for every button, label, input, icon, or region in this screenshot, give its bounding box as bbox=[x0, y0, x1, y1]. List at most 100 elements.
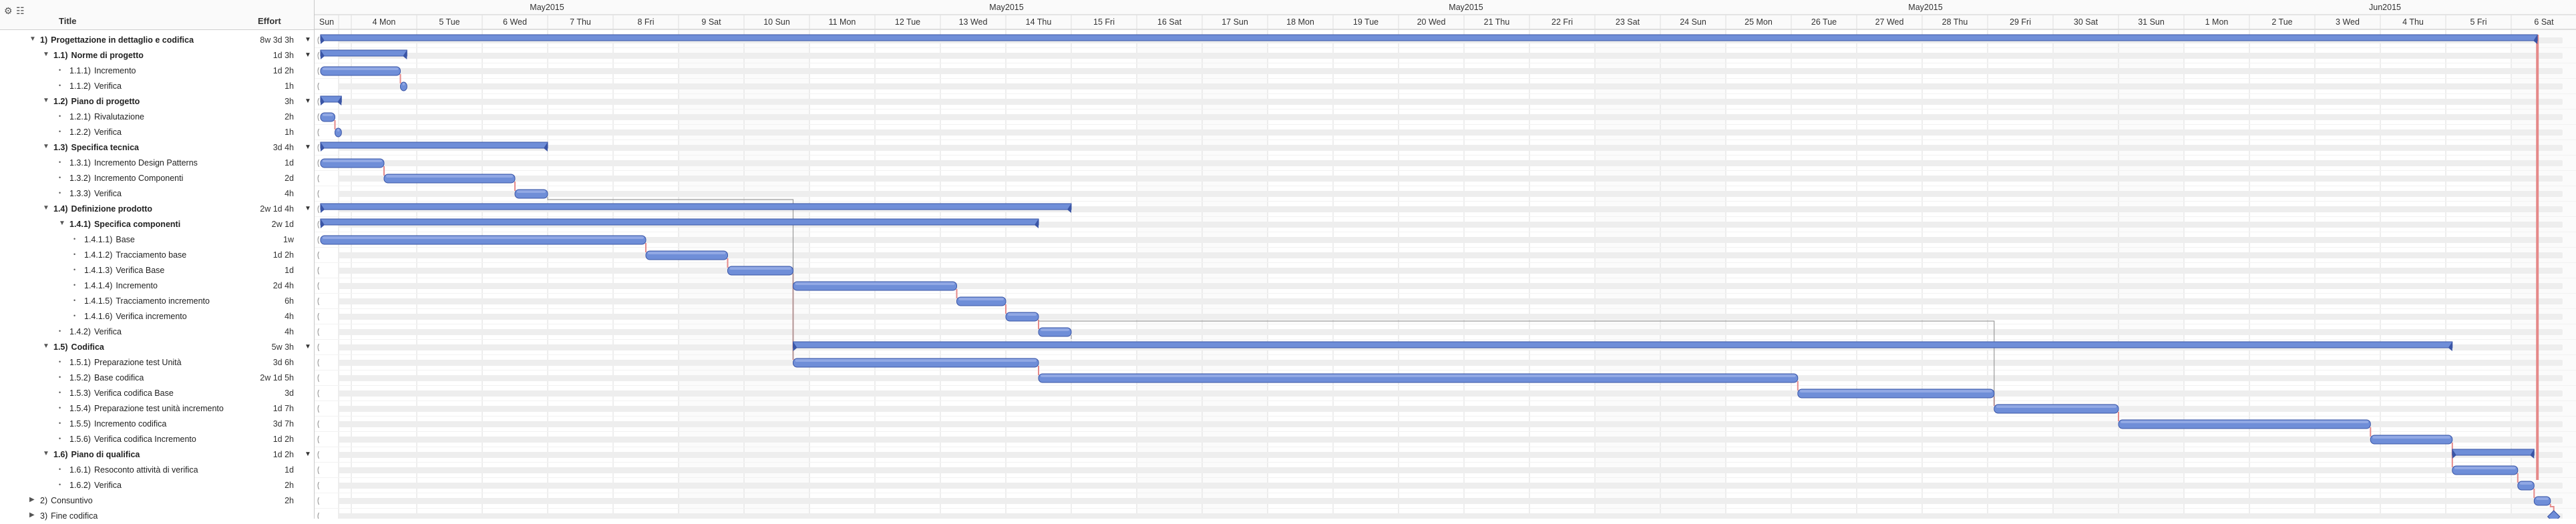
task-title: 1.4.1) Specifica componenti bbox=[69, 220, 180, 229]
day-label: 28 Thu bbox=[1942, 17, 1968, 27]
summary-bar[interactable] bbox=[320, 34, 2538, 41]
outline-row[interactable]: ▼ 1.5) Codifica 5w 3h ▼ bbox=[0, 340, 314, 355]
task-id: 1.3.1) bbox=[69, 158, 91, 168]
bullet-icon: • bbox=[59, 67, 61, 73]
task-effort: 6h bbox=[285, 296, 294, 306]
task-name: Base codifica bbox=[94, 373, 144, 382]
outline-row[interactable]: • 1.6.1) Resoconto attività di verifica 1d bbox=[0, 463, 314, 478]
outline-row[interactable]: • 1.3.1) Incremento Design Patterns 1d bbox=[0, 156, 314, 171]
disclosure-open-icon[interactable]: ▼ bbox=[43, 97, 49, 104]
disclosure-open-icon[interactable]: ▼ bbox=[43, 204, 49, 212]
row-action-icon[interactable]: ▼ bbox=[305, 144, 311, 151]
outline-row[interactable]: • 1.5.1) Preparazione test Unità 3d 6h bbox=[0, 355, 314, 370]
bullet-icon: • bbox=[59, 481, 61, 488]
outline-row[interactable]: • 1.5.6) Verifica codifica Incremento 1d 2h bbox=[0, 432, 314, 447]
summary-bar[interactable] bbox=[320, 49, 407, 57]
row-action-icon[interactable]: ▼ bbox=[305, 97, 311, 105]
task-bar-highlight bbox=[1799, 390, 1992, 392]
task-effort: 1d 7h bbox=[272, 404, 294, 413]
critical-path-line bbox=[2536, 35, 2539, 480]
row-start-bracket bbox=[317, 466, 319, 475]
outline-row[interactable]: ▼ 1.2) Piano di progetto 3h ▼ bbox=[0, 94, 314, 109]
title-column-header[interactable]: Title bbox=[59, 16, 77, 26]
outline-row[interactable]: • 1.4.1.5) Tracciamento incremento 6h bbox=[0, 294, 314, 309]
row-track bbox=[339, 314, 2563, 320]
day-label: 16 Sat bbox=[1157, 17, 1182, 27]
task-bar[interactable] bbox=[335, 127, 342, 138]
task-effort: 8w 3d 3h bbox=[260, 35, 294, 45]
task-name: Consuntivo bbox=[51, 496, 93, 505]
summary-bar-cap-end bbox=[1067, 204, 1071, 213]
gantt-canvas[interactable]: Sun 4 Mon 5 Tue 6 Wed 7 Thu 8 Fri 9 Sat 10 Sun 1… bbox=[315, 0, 2576, 519]
task-title: 1.5.4) Preparazione test unità incremento bbox=[69, 404, 224, 413]
summary-bar[interactable] bbox=[320, 218, 1039, 226]
outline-row[interactable]: • 1.4.1.2) Tracciamento base 1d 2h bbox=[0, 248, 314, 263]
disclosure-closed-icon[interactable]: ▶ bbox=[29, 511, 35, 519]
outline-row[interactable]: ▼ 1.3) Specifica tecnica 3d 4h ▼ bbox=[0, 140, 314, 156]
task-bar[interactable] bbox=[400, 81, 407, 91]
task-effort: 2h bbox=[285, 112, 294, 121]
outline-row[interactable]: • 1.4.1.6) Verifica incremento 4h bbox=[0, 309, 314, 324]
row-track bbox=[339, 83, 2563, 89]
row-track bbox=[339, 298, 2563, 304]
disclosure-open-icon[interactable]: ▼ bbox=[43, 342, 49, 350]
row-action-icon[interactable]: ▼ bbox=[305, 451, 311, 458]
outline-row[interactable]: • 1.4.1.3) Verifica Base 1d bbox=[0, 263, 314, 278]
summary-bar[interactable] bbox=[320, 203, 1072, 210]
outline-row[interactable]: • 1.5.3) Verifica codifica Base 3d bbox=[0, 386, 314, 401]
month-label: May2015 bbox=[530, 3, 564, 12]
disclosure-open-icon[interactable]: ▼ bbox=[29, 35, 36, 43]
outline-row[interactable]: ▶ 3) Fine codifica bbox=[0, 509, 314, 524]
effort-column-header[interactable]: Effort bbox=[258, 16, 281, 26]
row-start-bracket bbox=[317, 251, 319, 260]
task-effort: 3d bbox=[285, 388, 294, 398]
disclosure-open-icon[interactable]: ▼ bbox=[43, 450, 49, 457]
month-label: Jun2015 bbox=[2369, 3, 2401, 12]
outline-row[interactable]: ▼ 1.4) Definizione prodotto 2w 1d 4h ▼ bbox=[0, 202, 314, 217]
gantt-chart[interactable]: Sun 4 Mon 5 Tue 6 Wed 7 Thu 8 Fri 9 Sat 10 Sun 1… bbox=[315, 0, 2576, 519]
outline-row[interactable]: ▼ 1) Progettazione in dettaglio e codifica… bbox=[0, 33, 314, 48]
outline-row[interactable]: • 1.2.2) Verifica 1h bbox=[0, 125, 314, 140]
row-action-icon[interactable]: ▼ bbox=[305, 343, 311, 350]
task-name: Verifica bbox=[94, 189, 122, 198]
outline-row[interactable]: ▼ 1.6) Piano di qualifica 1d 2h ▼ bbox=[0, 447, 314, 463]
outline-row[interactable]: • 1.2.1) Rivalutazione 2h bbox=[0, 109, 314, 125]
summary-bar-cap-end bbox=[2448, 342, 2452, 351]
outline-row[interactable]: • 1.1.2) Verifica 1h bbox=[0, 79, 314, 94]
disclosure-closed-icon[interactable]: ▶ bbox=[29, 496, 35, 503]
summary-bar[interactable] bbox=[793, 341, 2453, 348]
outline-row[interactable]: • 1.5.5) Incremento codifica 3d 7h bbox=[0, 417, 314, 432]
disclosure-open-icon[interactable]: ▼ bbox=[43, 143, 49, 150]
row-action-icon[interactable]: ▼ bbox=[305, 205, 311, 212]
outline-row[interactable]: • 1.3.3) Verifica 4h bbox=[0, 186, 314, 202]
outline-row[interactable]: • 1.6.2) Verifica 2h bbox=[0, 478, 314, 493]
month-label: May2015 bbox=[1908, 3, 1942, 12]
row-action-icon[interactable]: ▼ bbox=[305, 51, 311, 59]
outline-row[interactable]: ▶ 2) Consuntivo 2h bbox=[0, 493, 314, 509]
summary-bar[interactable] bbox=[320, 142, 548, 149]
day-label: 14 Thu bbox=[1026, 17, 1052, 27]
outline-row[interactable]: • 1.4.2) Verifica 4h bbox=[0, 324, 314, 340]
columns-icon[interactable]: ☷ bbox=[16, 5, 25, 16]
gear-icon[interactable]: ⚙ bbox=[4, 5, 13, 16]
summary-bar[interactable] bbox=[2452, 449, 2535, 456]
outline-row[interactable]: • 1.4.1.1) Base 1w bbox=[0, 232, 314, 248]
outline-row[interactable]: • 1.4.1.4) Incremento 2d 4h bbox=[0, 278, 314, 294]
outline-row[interactable]: • 1.5.2) Base codifica 2w 1d 5h bbox=[0, 370, 314, 386]
outline-row[interactable]: ▼ 1.1) Norme di progetto 1d 3h ▼ bbox=[0, 48, 314, 63]
row-action-icon[interactable]: ▼ bbox=[305, 36, 311, 43]
outline-row[interactable]: • 1.1.1) Incremento 1d 2h bbox=[0, 63, 314, 79]
task-title: 1.5.1) Preparazione test Unità bbox=[69, 358, 182, 367]
disclosure-open-icon[interactable]: ▼ bbox=[43, 51, 49, 58]
task-effort: 1d 3h bbox=[272, 51, 294, 60]
disclosure-open-icon[interactable]: ▼ bbox=[59, 220, 65, 227]
task-bar-highlight bbox=[1041, 328, 1069, 331]
task-bar-highlight bbox=[2372, 436, 2450, 439]
day-label: 17 Sun bbox=[1222, 17, 1248, 27]
milestone-diamond[interactable] bbox=[2547, 510, 2561, 519]
outline-row[interactable]: • 1.3.2) Incremento Componenti 2d bbox=[0, 171, 314, 186]
day-label: 22 Fri bbox=[1551, 17, 1573, 27]
outline-row[interactable]: ▼ 1.4.1) Specifica componenti 2w 1d bbox=[0, 217, 314, 232]
task-title: 1.4.1.2) Tracciamento base bbox=[84, 250, 186, 260]
outline-row[interactable]: • 1.5.4) Preparazione test unità increment… bbox=[0, 401, 314, 417]
